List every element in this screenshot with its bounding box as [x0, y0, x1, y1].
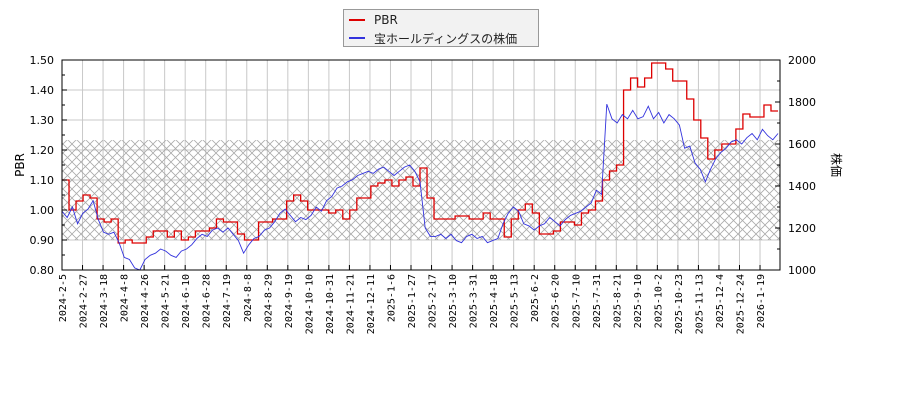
y-tick-label-left: 0.90 [30, 234, 55, 247]
y-tick-label-right: 1600 [788, 138, 816, 151]
x-tick-label: 2025-1-6 [386, 274, 397, 322]
x-tick-label: 2025-3-31 [469, 274, 480, 328]
y-axis-label-left: PBR [13, 153, 27, 177]
x-tick-label: 2025-1-27 [407, 274, 418, 328]
legend-swatch-blue [349, 37, 365, 39]
x-tick-label: 2024-5-21 [161, 274, 172, 328]
x-tick-label: 2025-12-4 [715, 274, 726, 328]
stock-price-line [61, 103, 779, 271]
x-tick-label: 2025-3-10 [448, 274, 459, 328]
legend: PBR 宝ホールディングスの株価 [343, 9, 539, 47]
x-tick-label: 2025-5-13 [510, 274, 521, 328]
y-tick-label-left: 1.10 [30, 174, 55, 187]
legend-label-stock-price: 宝ホールディングスの株価 [374, 31, 518, 46]
x-tick-label: 2026-1-19 [756, 274, 767, 328]
x-tick-label: 2024-4-26 [140, 274, 151, 328]
x-tick-label: 2025-12-24 [735, 274, 746, 334]
x-tick-label: 2024-10-31 [325, 274, 336, 334]
x-tick-label: 2024-7-19 [222, 274, 233, 328]
legend-label-pbr: PBR [374, 13, 398, 27]
data-lines [61, 62, 779, 271]
x-tick-label: 2025-2-17 [428, 274, 439, 328]
x-tick-label: 2024-8-29 [263, 274, 274, 328]
y-axis-label-right: 株価 [829, 153, 844, 177]
x-tick-label: 2024-4-8 [120, 274, 131, 322]
x-tick-label: 2025-11-13 [694, 274, 705, 334]
y-tick-label-left: 1.40 [30, 84, 55, 97]
y-tick-label-left: 1.20 [30, 144, 55, 157]
axis-ticks: 2024-2-5 2024-2-27 2024-3-18 2024-4-8 2024-4… [30, 54, 817, 334]
x-tick-label: 2025-6-20 [551, 274, 562, 328]
x-tick-label: 2024-2-5 [58, 274, 69, 322]
y-tick-label-left: 0.80 [30, 264, 55, 277]
y-tick-label-right: 1400 [788, 180, 816, 193]
x-tick-label: 2025-7-10 [571, 274, 582, 328]
x-tick-label: 2025-8-21 [612, 274, 623, 328]
legend-item-pbr: PBR [349, 12, 398, 28]
y-tick-label-right: 1200 [788, 222, 816, 235]
x-tick-label: 2025-10-23 [674, 274, 685, 334]
x-tick-label: 2024-12-11 [366, 274, 377, 334]
x-tick-label: 2025-4-18 [489, 274, 500, 328]
y-tick-label-left: 1.00 [30, 204, 55, 217]
x-tick-label: 2024-9-19 [284, 274, 295, 328]
x-tick-label: 2024-10-10 [304, 274, 315, 334]
legend-item-stock-price: 宝ホールディングスの株価 [349, 30, 517, 46]
x-tick-label: 2025-9-10 [633, 274, 644, 328]
x-tick-label: 2025-10-2 [653, 274, 664, 328]
x-tick-label: 2024-3-18 [99, 274, 110, 328]
y-tick-label-right: 2000 [788, 54, 816, 67]
legend-swatch-red [349, 19, 365, 21]
y-tick-label-left: 1.30 [30, 114, 55, 127]
x-tick-label: 2024-2-27 [79, 274, 90, 328]
x-tick-label: 2024-6-28 [202, 274, 213, 328]
y-tick-label-left: 1.50 [30, 54, 55, 67]
x-tick-label: 2025-6-2 [530, 274, 541, 322]
y-tick-label-right: 1000 [788, 264, 816, 277]
y-tick-label-right: 1800 [788, 96, 816, 109]
pbr-line [62, 62, 778, 244]
x-tick-label: 2024-11-21 [345, 274, 356, 334]
x-tick-label: 2024-8-8 [243, 274, 254, 322]
x-tick-label: 2024-6-10 [181, 274, 192, 328]
x-tick-label: 2025-7-31 [592, 274, 603, 328]
